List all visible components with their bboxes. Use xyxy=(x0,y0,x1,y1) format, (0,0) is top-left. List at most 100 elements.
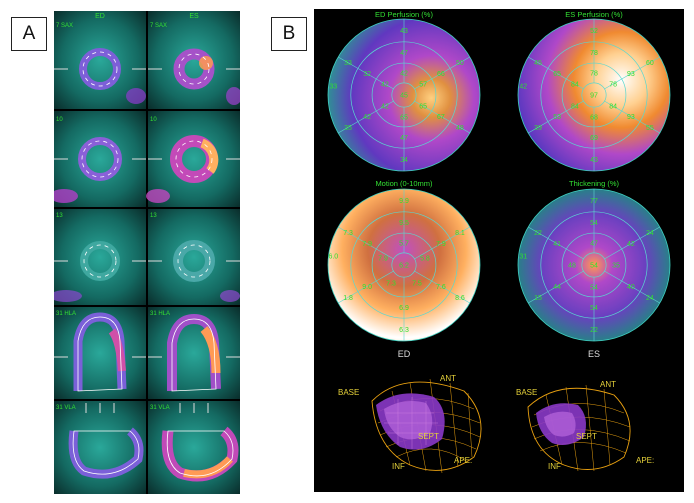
segment-value-thickening-r2-5: 22 xyxy=(534,230,542,237)
slice-grid: ED ES 7 SAX 7 SAX 10 10 13 13 31 HLA 31 … xyxy=(50,11,242,494)
contour-es-3 xyxy=(177,244,211,278)
segment-value-ed-perfusion-r2-0: 43 xyxy=(400,28,408,35)
orient-apex-ed: APE: xyxy=(454,456,472,465)
col-header-ed: ED xyxy=(95,13,105,20)
panel-b-polar-maps: 45 42 57 65 65 42 42 47 66 67 47 42 32 43 50 48 34 35 33 33… xyxy=(314,9,684,492)
segment-value-motion-r0-0: 5.7 xyxy=(399,240,409,247)
cavity-ed xyxy=(384,401,433,440)
map-title-thickening: Thickening (%) xyxy=(569,179,620,188)
segment-value-thickening-r2-4: 15 xyxy=(534,295,542,302)
extracardiac-blob-1 xyxy=(126,88,146,104)
map-title-ed-perfusion: ED Perfusion (%) xyxy=(375,10,433,19)
row-tag-ed-1: 7 SAX xyxy=(56,23,73,29)
segment-value-outer-thickening: 31 xyxy=(519,253,527,260)
phase-label-ed: ED xyxy=(398,349,411,359)
segment-value-motion-r2-1: 8.1 xyxy=(455,230,465,237)
polar-map-motion: 6.2 5.7 5.8 7.5 7.3 7.9 9.5 7.9 7.6 6.9 9.0 7.9 9.9 8… xyxy=(327,188,481,342)
row-tag-es-4: 31 HLA xyxy=(150,311,170,317)
map-title-motion: Motion (0-10mm) xyxy=(375,179,433,188)
extracardiac-blob-5 xyxy=(50,290,82,302)
orient-inf-ed: INF xyxy=(392,462,405,471)
segment-value-es-perfusion-r2-0: 52 xyxy=(590,28,598,35)
segment-value-apex-motion: 6.2 xyxy=(399,263,409,270)
segment-value-thickening-r1-3: 54 xyxy=(590,305,598,312)
segment-value-motion-r1-4: 9.0 xyxy=(362,284,372,291)
segment-value-motion-r1-5: 7.9 xyxy=(362,241,372,248)
hotspot-es-1 xyxy=(199,56,213,70)
row-tag-es-1: 7 SAX xyxy=(150,23,167,29)
orient-apex-es: APE: xyxy=(636,456,654,465)
mesh-outline-es xyxy=(527,387,631,470)
segment-divider-ed-perfusion-3 xyxy=(338,56,394,90)
segment-value-thickening-r0-1: 35 xyxy=(612,263,620,270)
polar-map-es-perfusion: 97 78 78 84 68 84 84 78 93 93 69 53 65 52 60 55 43 39 45 42 xyxy=(517,18,671,172)
segment-value-es-perfusion-r0-3: 68 xyxy=(590,115,598,122)
segment-value-outer-motion: 6.0 xyxy=(328,253,338,260)
orient-sept-ed: SEPT xyxy=(418,432,439,441)
segment-value-ed-perfusion-r0-4: 42 xyxy=(381,104,389,111)
segment-value-motion-r0-2: 7.5 xyxy=(412,280,422,287)
segment-value-thickening-r0-0: 47 xyxy=(590,240,598,247)
segment-value-es-perfusion-r2-2: 55 xyxy=(646,125,654,132)
row-tag-es-3: 13 xyxy=(150,213,157,219)
segment-value-motion-r0-1: 5.8 xyxy=(420,256,430,263)
row-tag-ed-4: 31 HLA xyxy=(56,311,76,317)
segment-value-es-perfusion-r2-4: 39 xyxy=(534,125,542,132)
phase-label-es: ES xyxy=(588,349,600,359)
segment-value-motion-r1-3: 6.9 xyxy=(399,305,409,312)
segment-value-ed-perfusion-r0-2: 65 xyxy=(419,104,427,111)
segment-value-thickening-r2-1: 24 xyxy=(646,230,654,237)
segment-value-ed-perfusion-r2-3: 34 xyxy=(400,157,408,164)
row-tag-ed-5: 31 VLA xyxy=(56,405,76,411)
segment-value-motion-r2-3: 6.3 xyxy=(399,327,409,334)
segment-value-apex-thickening: 54 xyxy=(590,263,598,270)
segment-value-es-perfusion-r1-0: 78 xyxy=(590,50,598,57)
segment-value-thickening-r2-2: 24 xyxy=(646,295,654,302)
segment-value-apex-es-perfusion: 97 xyxy=(590,93,598,100)
segment-value-outer-ed-perfusion: 33 xyxy=(329,83,337,90)
hotspot-hla-ed xyxy=(108,328,126,372)
segment-divider-es-perfusion-0 xyxy=(604,100,660,134)
segment-value-es-perfusion-r1-1: 93 xyxy=(627,71,635,78)
panel-a-slices: ED ES 7 SAX 7 SAX 10 10 13 13 31 HLA 31 … xyxy=(50,11,242,494)
segment-divider-motion-2 xyxy=(338,270,394,304)
3d-model-es: BASE ANT SEPT INF APE: xyxy=(516,380,654,472)
segment-divider-motion-5 xyxy=(414,226,470,260)
row-tag-ed-3: 13 xyxy=(56,213,63,219)
contour-hla-ed xyxy=(77,316,123,392)
segment-value-motion-r2-4: 1.8 xyxy=(343,295,353,302)
segment-divider-ed-perfusion-2 xyxy=(338,100,394,134)
segment-value-es-perfusion-r2-1: 60 xyxy=(646,60,654,67)
contour-vla-es xyxy=(166,430,234,477)
segment-value-ed-perfusion-r2-1: 50 xyxy=(456,60,464,67)
segment-divider-motion-3 xyxy=(338,226,394,260)
segment-value-outer-es-perfusion: 42 xyxy=(519,83,527,90)
extracardiac-blob-6 xyxy=(220,290,240,302)
contour-ed-2 xyxy=(81,140,119,178)
segment-value-ed-perfusion-r2-2: 48 xyxy=(456,125,464,132)
segment-value-thickening-r0-3: 48 xyxy=(568,263,576,270)
map-title-es-perfusion: ES Perfusion (%) xyxy=(565,10,623,19)
segment-divider-ed-perfusion-5 xyxy=(414,56,470,90)
row-tag-es-2: 10 xyxy=(150,117,157,123)
segment-value-es-perfusion-r0-1: 78 xyxy=(609,81,617,88)
slice-row-2 xyxy=(50,111,240,207)
hotspot-vla-es xyxy=(183,456,233,479)
slice-row-1 xyxy=(54,11,242,109)
panel-a-label: A xyxy=(11,17,47,51)
segment-value-motion-r0-3: 7.3 xyxy=(386,280,396,287)
crosshair-ticks xyxy=(54,68,240,413)
slice-ed-4 xyxy=(54,307,146,399)
segment-value-ed-perfusion-r1-1: 66 xyxy=(437,71,445,78)
contour-hla-es xyxy=(171,318,217,392)
contour-vla-ed xyxy=(72,430,140,475)
segment-value-es-perfusion-r0-2: 84 xyxy=(609,104,617,111)
segment-value-motion-r2-2: 8.6 xyxy=(455,295,465,302)
inner-mesh-ed xyxy=(384,397,438,449)
segment-value-ed-perfusion-r1-0: 47 xyxy=(400,50,408,57)
segment-value-ed-perfusion-r0-5: 42 xyxy=(381,81,389,88)
hotspot-hla-es xyxy=(200,326,221,374)
segment-divider-ed-perfusion-0 xyxy=(414,100,470,134)
slice-ed-5 xyxy=(54,401,146,494)
segment-value-ed-perfusion-r2-4: 35 xyxy=(344,125,352,132)
